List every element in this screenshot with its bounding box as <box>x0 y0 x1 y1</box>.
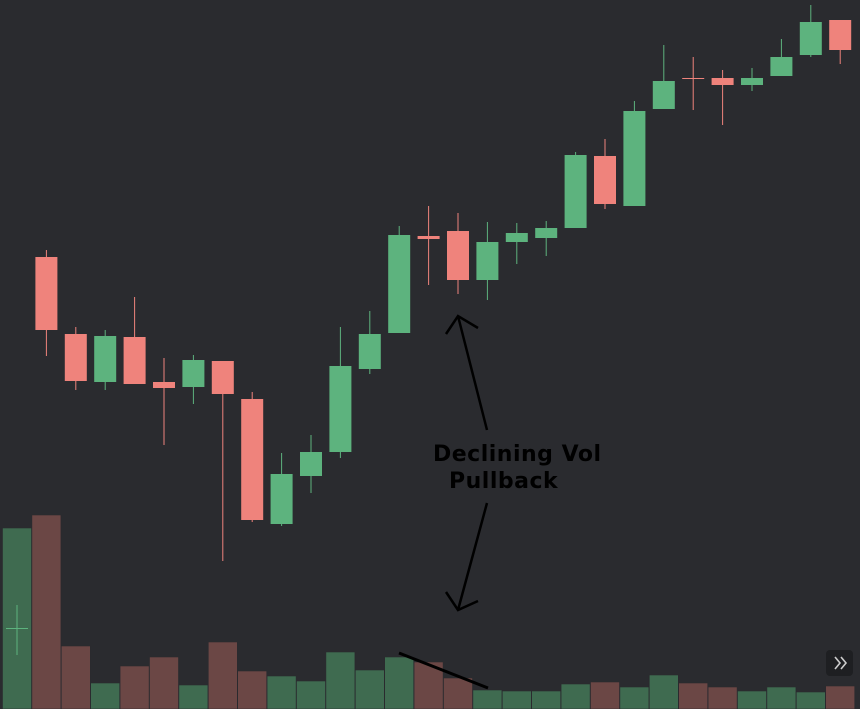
candle-body <box>711 78 734 85</box>
candle-body <box>94 336 117 382</box>
volume-bar <box>384 656 415 709</box>
candle-body <box>799 22 822 55</box>
candle-body <box>564 155 587 228</box>
volume-bar <box>178 684 209 709</box>
candle-body <box>505 233 528 242</box>
candle-body <box>123 337 146 384</box>
candle-body <box>535 228 558 238</box>
volume-bar <box>648 674 679 709</box>
volume-bar <box>90 682 120 709</box>
volume-bar <box>825 685 856 709</box>
volume-bar <box>766 686 797 709</box>
candle-body <box>594 156 616 204</box>
candle-body <box>741 78 763 85</box>
candle-body <box>35 257 58 330</box>
candle-body <box>770 57 793 76</box>
volume-bar <box>531 690 562 709</box>
volume-bar <box>31 514 62 709</box>
volume-bar <box>472 689 503 709</box>
volume-bar <box>737 690 767 709</box>
volume-bar <box>266 675 297 709</box>
arrow-up <box>444 314 489 431</box>
candle-body <box>64 334 87 381</box>
volume-bar <box>208 641 238 709</box>
annotation: Declining Vol <box>433 442 602 467</box>
candle-body <box>829 20 852 50</box>
volume-bar <box>795 691 826 709</box>
scroll-button[interactable] <box>826 650 853 676</box>
volume-bar <box>296 680 326 709</box>
candle-body <box>417 236 440 239</box>
candle-body <box>447 231 469 280</box>
volume-bar <box>560 683 591 709</box>
candle-body <box>270 474 293 524</box>
candle-body <box>300 452 322 476</box>
volume-bar <box>707 686 738 709</box>
volume-bar <box>325 651 356 709</box>
volume-bar <box>354 669 385 709</box>
volume-bar <box>443 677 473 709</box>
arrows <box>444 314 489 612</box>
volume-bar <box>119 665 150 709</box>
candle-body <box>329 366 352 452</box>
candle-body <box>652 81 675 109</box>
candle-body <box>211 361 234 394</box>
arrow-down <box>444 502 489 612</box>
volume-bar <box>237 670 267 709</box>
volume-bar <box>149 656 179 709</box>
trend-line <box>398 651 489 690</box>
candle-body <box>153 382 175 388</box>
annotation: Pullback <box>449 469 559 494</box>
candle-body <box>182 360 205 387</box>
candle-body <box>476 242 499 280</box>
candle-body <box>358 334 381 369</box>
volume-bar <box>619 686 650 709</box>
volume-bar <box>590 681 620 709</box>
candle-body <box>682 78 705 79</box>
candle-body <box>388 235 411 333</box>
candle-body <box>623 111 646 206</box>
volume-bar <box>60 645 91 709</box>
price-pane <box>6 5 852 655</box>
volume-bar <box>678 682 709 709</box>
candle-body <box>241 399 264 520</box>
volume-bar <box>501 690 532 709</box>
volume-pane <box>2 514 856 709</box>
candle-body <box>6 628 28 629</box>
